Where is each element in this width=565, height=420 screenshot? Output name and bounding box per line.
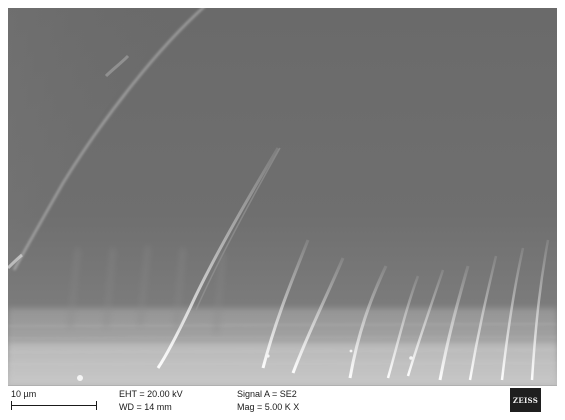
scale-bar-line: [11, 401, 97, 410]
scale-bar: 10 µm: [11, 389, 111, 411]
micrograph: [8, 8, 557, 385]
wd-value: WD = 14 mm: [119, 402, 172, 412]
eht-value: EHT = 20.00 kV: [119, 389, 183, 399]
sem-data-bar: 10 µm EHT = 20.00 kV WD = 14 mm Signal A…: [8, 385, 557, 414]
scale-bar-label: 10 µm: [11, 389, 37, 399]
micrograph-surface: [8, 8, 557, 385]
mag-value: Mag = 5.00 K X: [237, 402, 300, 412]
signal-value: Signal A = SE2: [237, 389, 297, 399]
zeiss-logo: ZEISS: [510, 388, 541, 412]
